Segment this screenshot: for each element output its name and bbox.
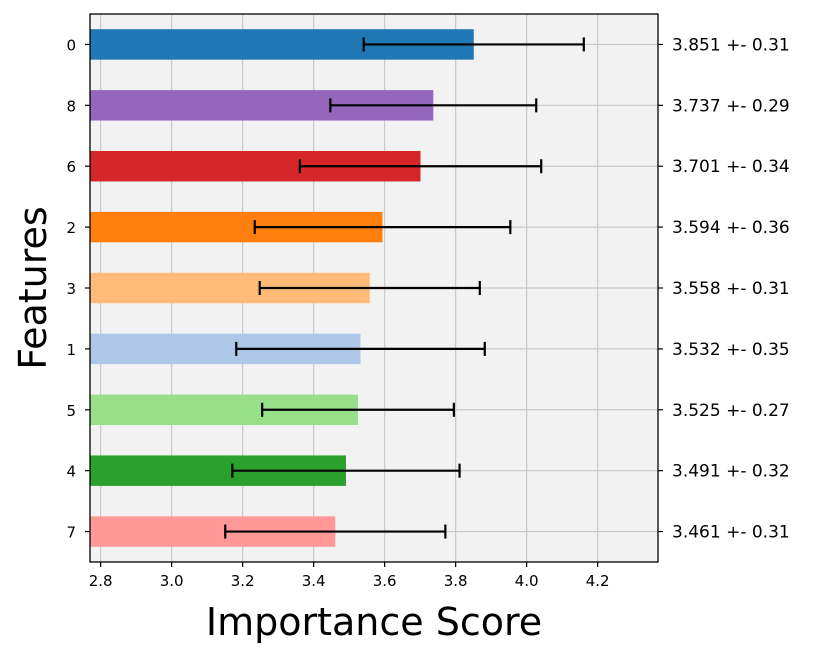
bars <box>90 29 474 547</box>
y-axis-ticks: 0 8 6 2 3 1 5 4 7 <box>66 36 90 542</box>
value-label: 3.701 +- 0.34 <box>672 157 790 177</box>
value-label: 3.558 +- 0.31 <box>672 279 790 299</box>
value-label: 3.851 +- 0.31 <box>672 35 790 55</box>
x-axis-label: Importance Score <box>206 600 542 644</box>
value-label: 3.491 +- 0.32 <box>672 462 790 482</box>
x-tick-label: 3.0 <box>160 572 184 590</box>
x-tick-label: 4.2 <box>586 572 610 590</box>
x-tick-label: 4.0 <box>515 572 539 590</box>
y-tick-label: 6 <box>66 158 76 176</box>
y-tick-label: 7 <box>66 524 76 542</box>
y-tick-label: 4 <box>66 463 76 481</box>
value-label: 3.737 +- 0.29 <box>672 96 790 116</box>
y-tick-label: 1 <box>66 341 76 359</box>
x-tick-label: 2.8 <box>89 572 113 590</box>
x-axis-ticks: 2.8 3.0 3.2 3.4 3.6 3.8 4.0 4.2 <box>89 562 610 590</box>
value-label: 3.532 +- 0.35 <box>672 340 790 360</box>
right-axis-value-labels: 3.851 +- 0.31 3.737 +- 0.29 3.701 +- 0.34 3… <box>658 35 790 543</box>
y-axis-label: Features <box>11 206 55 369</box>
x-tick-label: 3.8 <box>444 572 468 590</box>
y-tick-label: 5 <box>66 402 76 420</box>
y-tick-label: 0 <box>66 36 76 54</box>
y-tick-label: 3 <box>66 280 76 298</box>
x-tick-label: 3.4 <box>302 572 326 590</box>
value-label: 3.525 +- 0.27 <box>672 401 790 421</box>
y-tick-label: 2 <box>66 219 76 237</box>
y-tick-label: 8 <box>66 97 76 115</box>
value-label: 3.594 +- 0.36 <box>672 218 790 238</box>
error-bars <box>224 37 585 539</box>
value-label: 3.461 +- 0.31 <box>672 523 790 543</box>
x-tick-label: 3.6 <box>373 572 397 590</box>
x-tick-label: 3.2 <box>231 572 255 590</box>
